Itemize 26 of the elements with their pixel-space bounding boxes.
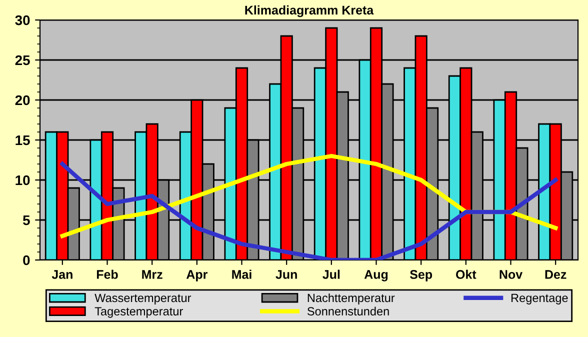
x-tick-label: Feb [96,270,118,279]
x-tick-label: Aug [364,270,388,282]
x-tick-label: Nov [500,270,523,279]
x-tick-label: Dez [545,270,566,279]
y-tick-label: 0 [23,255,30,266]
x-tick-label: Mai [232,270,252,279]
y-tick-label: 30 [15,15,30,26]
legend-label: Nachttemperatur [308,293,395,304]
x-tick-label: Sep [410,270,432,282]
x-tick-label: Jan [52,270,72,279]
chart-title: Klimadiagramm Kreta [245,5,374,18]
y-tick-label: 15 [16,135,30,146]
legend-label: Tagestemperatur [94,307,183,318]
y-tick-label: 10 [16,175,30,186]
x-tick-label: Jul [322,270,340,279]
x-tick-label: Apr [186,270,208,282]
y-tick-label: 5 [22,215,30,226]
y-tick-label: 25 [15,55,30,66]
line-series [60,162,558,260]
y-tick-label: 20 [15,95,30,106]
x-tick-label: Okt [456,270,476,279]
x-tick-label: Mrz [142,270,162,279]
legend-label: Sonnenstunden [307,306,389,316]
legend-label: Regentage [511,294,568,304]
x-tick-label: Jun [276,270,297,279]
legend-label: Wassertemperatur [94,294,192,304]
